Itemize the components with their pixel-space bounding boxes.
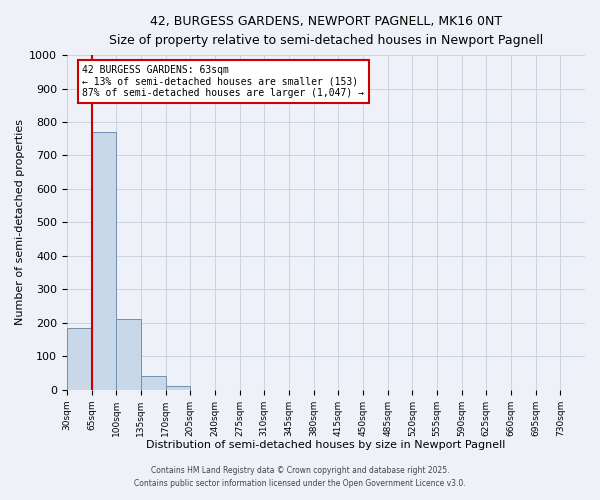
Bar [67,328,92,390]
X-axis label: Distribution of semi-detached houses by size in Newport Pagnell: Distribution of semi-detached houses by … [146,440,506,450]
Text: 42 BURGESS GARDENS: 63sqm
← 13% of semi-detached houses are smaller (153)
87% of: 42 BURGESS GARDENS: 63sqm ← 13% of semi-… [82,65,364,98]
Title: 42, BURGESS GARDENS, NEWPORT PAGNELL, MK16 0NT
Size of property relative to semi: 42, BURGESS GARDENS, NEWPORT PAGNELL, MK… [109,15,543,47]
Bar [141,376,166,390]
Y-axis label: Number of semi-detached properties: Number of semi-detached properties [15,120,25,326]
Bar [116,320,141,390]
Bar [92,132,116,390]
Bar [166,386,190,390]
Text: Contains HM Land Registry data © Crown copyright and database right 2025.
Contai: Contains HM Land Registry data © Crown c… [134,466,466,487]
